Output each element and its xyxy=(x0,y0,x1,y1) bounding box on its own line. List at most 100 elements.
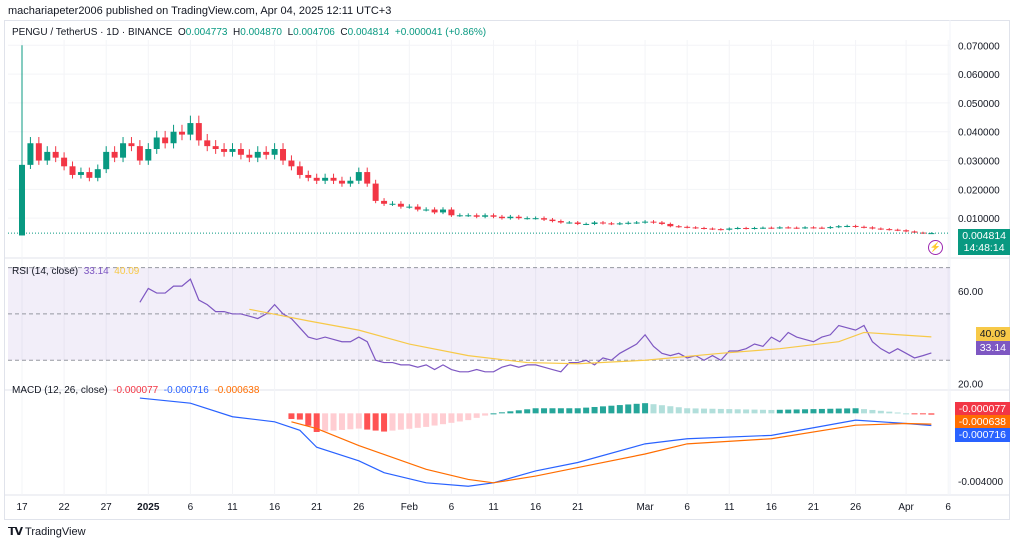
candle-body xyxy=(296,166,303,175)
candle-body xyxy=(844,225,851,227)
x-tick-label: Feb xyxy=(401,502,419,513)
candle-body xyxy=(827,227,834,229)
candle-body xyxy=(440,209,446,213)
macd-histogram-bar xyxy=(743,409,750,414)
high-value: 0.004870 xyxy=(240,27,282,38)
x-tick-label: 22 xyxy=(59,502,71,513)
price-tick-label: 0.020000 xyxy=(958,185,1000,196)
macd-histogram-bar xyxy=(625,404,632,414)
candle-body xyxy=(347,180,354,184)
x-tick-label: 21 xyxy=(808,502,820,513)
rsi-tick-label: 20.00 xyxy=(958,379,983,390)
macd-histogram-bar xyxy=(322,413,329,432)
candle-body xyxy=(136,146,143,161)
candle-body xyxy=(448,209,455,216)
candle-body xyxy=(776,227,783,229)
candle-body xyxy=(431,209,438,213)
price-tick-label: 0.010000 xyxy=(958,214,1000,225)
rsi-title: RSI (14, close) xyxy=(12,266,79,277)
candle-body xyxy=(717,229,724,231)
candle-body xyxy=(465,215,472,217)
x-tick-label: 11 xyxy=(227,502,238,513)
candle-body xyxy=(515,216,522,219)
candle-body xyxy=(254,151,261,158)
candle-body xyxy=(322,177,329,181)
macd-hist-tag: -0.000077 xyxy=(954,402,1010,416)
candle-body xyxy=(204,140,211,147)
rsi-tick-label: 60.00 xyxy=(958,287,983,298)
candle-body xyxy=(608,223,615,225)
candle-body xyxy=(128,143,135,147)
macd-histogram-bar xyxy=(608,405,615,414)
symbol-title: PENGU / TetherUS · 1D · BINANCE xyxy=(12,27,173,38)
macd-histogram-bar xyxy=(861,409,867,414)
brand-name: TradingView xyxy=(25,525,86,538)
macd-histogram-bar xyxy=(557,408,564,414)
macd-histogram-bar xyxy=(549,408,556,414)
macd-histogram-bar xyxy=(372,413,379,431)
low-value: 0.004706 xyxy=(293,27,335,38)
candle-body xyxy=(692,227,699,229)
x-tick-label: 17 xyxy=(16,502,28,513)
macd-line xyxy=(139,397,932,487)
candle-body xyxy=(187,123,194,135)
candle-body xyxy=(27,143,34,165)
macd-histogram-bar xyxy=(448,413,455,423)
rsi-ma-tag: 40.09 xyxy=(975,327,1010,341)
x-tick-label: 6 xyxy=(188,502,194,513)
candle-body xyxy=(726,228,733,230)
x-tick-label: 6 xyxy=(684,502,690,513)
macd-histogram-bar xyxy=(911,413,918,415)
candle-body xyxy=(313,177,320,181)
candle-body xyxy=(919,232,926,234)
rsi-value: 33.14 xyxy=(83,266,109,277)
macd-histogram-bar xyxy=(701,408,708,414)
candle-body xyxy=(473,215,480,217)
candle-body xyxy=(861,226,867,228)
candle-body xyxy=(406,206,413,208)
x-tick-label: 16 xyxy=(269,502,281,513)
candle-body xyxy=(330,177,337,181)
low-label: L xyxy=(287,27,294,38)
candle-body xyxy=(246,154,253,158)
macd-histogram-bar xyxy=(482,413,489,416)
candle-body xyxy=(490,215,497,217)
rsi-ma-line xyxy=(249,308,932,365)
macd-histogram-bar xyxy=(296,413,303,420)
candle-body xyxy=(237,149,244,155)
candle-body xyxy=(153,137,160,150)
candle-body xyxy=(145,149,152,161)
macd-histogram-bar xyxy=(355,413,362,429)
macd-histogram-bar xyxy=(507,411,514,414)
close-value: 0.004814 xyxy=(347,27,390,38)
macd-histogram-bar xyxy=(515,410,522,414)
macd-histogram-bar xyxy=(456,413,463,422)
macd-signal-tag: -0.000638 xyxy=(954,415,1010,429)
tradingview-logo[interactable]: 𝗧𝗩 TradingView xyxy=(8,525,86,539)
candle-body xyxy=(549,219,556,222)
candle-body xyxy=(675,226,682,228)
candle-body xyxy=(709,228,716,230)
candle-body xyxy=(633,222,640,224)
candle-body xyxy=(280,149,287,161)
candle-body xyxy=(591,222,598,224)
macd-histogram-bar xyxy=(658,405,665,414)
macd-tick-label: -0.004000 xyxy=(958,477,1003,488)
price-tick-label: 0.050000 xyxy=(958,99,1000,110)
lightning-icon[interactable]: ⚡ xyxy=(928,240,943,255)
candle-body xyxy=(103,151,110,170)
candle-body xyxy=(532,218,539,220)
candle-body xyxy=(759,227,766,229)
candle-body xyxy=(616,223,623,225)
candle-body xyxy=(271,149,278,155)
macd-histogram-bar xyxy=(288,413,295,419)
candle-body xyxy=(835,226,842,228)
candle-body xyxy=(869,227,876,229)
x-tick-label: 11 xyxy=(488,502,499,513)
published-by: machariapeter2006 published on TradingVi… xyxy=(8,5,392,17)
macd-histogram-bar xyxy=(541,408,548,414)
macd-histogram-bar xyxy=(886,411,893,414)
x-tick-label: 27 xyxy=(101,502,113,513)
macd-histogram-bar xyxy=(633,403,640,414)
